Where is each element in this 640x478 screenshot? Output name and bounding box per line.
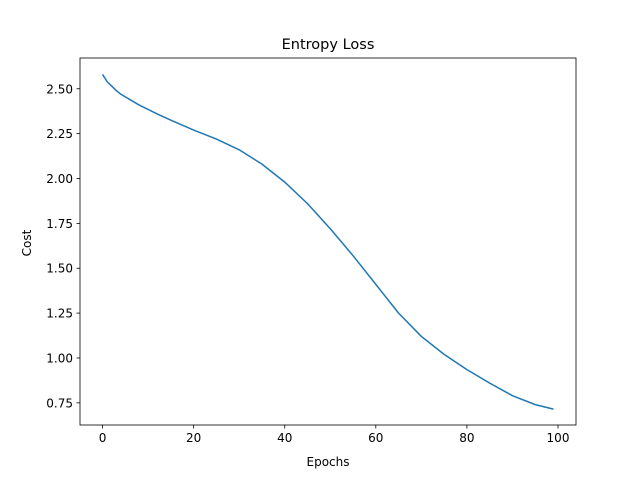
y-tick-label: 1.00: [46, 351, 73, 365]
x-axis-label: Epochs: [307, 455, 350, 469]
x-tick-label: 0: [99, 431, 107, 445]
y-tick-label: 1.50: [46, 262, 73, 276]
y-axis-label: Cost: [20, 229, 34, 256]
x-tick-label: 40: [277, 431, 292, 445]
x-tick-label: 100: [547, 431, 570, 445]
chart-title: Entropy Loss: [282, 37, 375, 53]
y-tick-label: 1.75: [46, 217, 73, 231]
y-tick-label: 2.25: [46, 127, 73, 141]
x-tick-label: 80: [459, 431, 474, 445]
y-tick-label: 2.50: [46, 82, 73, 96]
y-tick-label: 1.25: [46, 307, 73, 321]
series-line-0: [101, 74, 554, 410]
y-tick-label: 0.75: [46, 396, 73, 410]
x-tick-label: 20: [186, 431, 201, 445]
plot-frame: [79, 57, 577, 426]
x-tick-label: 60: [368, 431, 383, 445]
y-tick-label: 2.00: [46, 172, 73, 186]
